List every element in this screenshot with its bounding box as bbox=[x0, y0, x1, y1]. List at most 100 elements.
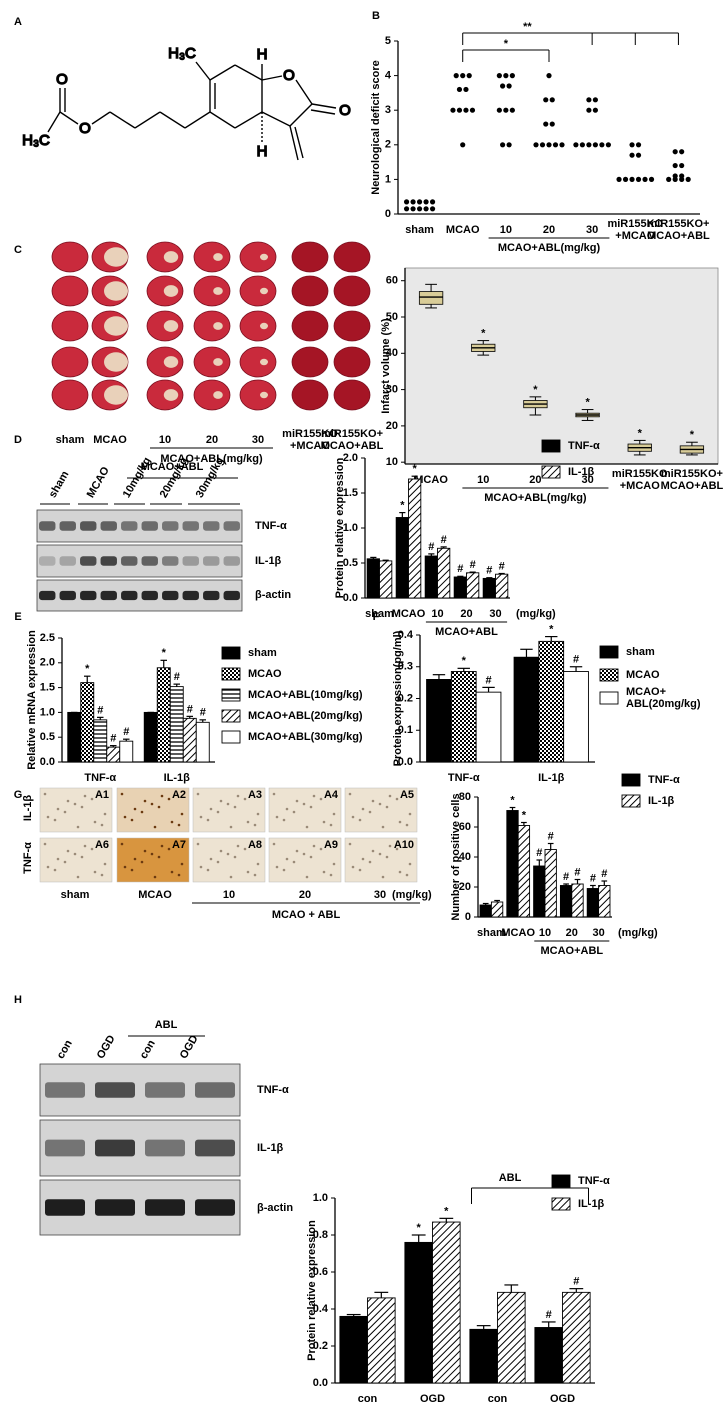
cell bbox=[196, 842, 200, 846]
brain-label: MCAO+ABL bbox=[321, 440, 384, 452]
significance-marker: * bbox=[400, 500, 405, 512]
cell bbox=[103, 862, 107, 866]
blot-band bbox=[223, 521, 240, 531]
dot bbox=[456, 86, 463, 93]
y-tick-label: 0 bbox=[385, 208, 391, 220]
lane-label: MCAO bbox=[85, 464, 112, 499]
bar bbox=[450, 671, 477, 763]
cell bbox=[395, 847, 399, 851]
bar bbox=[424, 555, 438, 599]
bar bbox=[538, 640, 565, 763]
bar bbox=[466, 572, 480, 599]
bar bbox=[366, 558, 380, 599]
cell bbox=[229, 875, 233, 879]
cell bbox=[246, 820, 250, 824]
cell bbox=[226, 852, 230, 856]
significance-marker: # bbox=[200, 707, 206, 719]
x-tick-label: MCAO bbox=[414, 474, 448, 486]
dot bbox=[503, 107, 509, 113]
cell bbox=[199, 815, 203, 819]
blot-band bbox=[203, 556, 220, 566]
lane-label: con bbox=[138, 1038, 158, 1061]
x-tick-label: miR155KO bbox=[607, 218, 663, 230]
x-tick-label: con bbox=[488, 1393, 508, 1405]
bar bbox=[408, 478, 422, 599]
cell bbox=[130, 818, 134, 822]
cell bbox=[292, 860, 296, 864]
significance-marker: # bbox=[573, 1276, 579, 1288]
legend-swatch bbox=[599, 645, 619, 659]
y-axis-label: Number of positive cells bbox=[450, 793, 462, 920]
bond bbox=[209, 64, 236, 81]
infarct-area bbox=[163, 251, 179, 263]
cell bbox=[233, 855, 237, 859]
infarct-area bbox=[163, 285, 179, 297]
blot-band bbox=[182, 590, 199, 601]
bar bbox=[432, 1221, 461, 1384]
significance-marker: # bbox=[428, 541, 434, 553]
panel-label: F bbox=[373, 611, 380, 623]
cell bbox=[229, 825, 233, 829]
infarct-area bbox=[213, 358, 223, 366]
y-tick-label: 1.5 bbox=[343, 487, 358, 499]
bond bbox=[295, 79, 313, 105]
legend-label: MCAO+ABL(10mg/kg) bbox=[248, 689, 363, 701]
blot-band bbox=[59, 521, 76, 531]
cell bbox=[275, 815, 279, 819]
significance-marker: # bbox=[563, 871, 569, 883]
cell bbox=[368, 860, 372, 864]
column-label: 20 bbox=[299, 889, 311, 901]
blot-band bbox=[182, 556, 199, 566]
y-tick-label: 0.8 bbox=[313, 1229, 328, 1241]
cell bbox=[256, 812, 260, 816]
dot bbox=[463, 86, 469, 93]
cell bbox=[157, 855, 161, 859]
blot-band bbox=[162, 590, 179, 601]
x-tick-label: 20 bbox=[543, 224, 555, 236]
cell bbox=[133, 807, 137, 811]
brain-slice bbox=[193, 346, 231, 378]
significance-marker: # bbox=[485, 674, 491, 686]
group-label: MCAO+ABL(mg/kg) bbox=[498, 242, 601, 254]
bar bbox=[106, 746, 121, 763]
cell bbox=[348, 842, 352, 846]
infarct-area bbox=[104, 281, 128, 301]
cell bbox=[160, 844, 164, 848]
x-tick-label: 10 bbox=[477, 474, 489, 486]
dot bbox=[460, 73, 466, 79]
cell bbox=[167, 797, 171, 801]
lane-label: OGD bbox=[95, 1033, 118, 1061]
blot-band bbox=[145, 1139, 185, 1157]
significance-marker: # bbox=[573, 654, 579, 666]
dot bbox=[496, 73, 502, 79]
bar bbox=[571, 883, 584, 918]
bar bbox=[119, 740, 134, 763]
unit-label: (mg/kg) bbox=[618, 927, 658, 939]
cell bbox=[143, 849, 147, 853]
bracket-label: ABL bbox=[499, 1172, 522, 1184]
dot bbox=[506, 142, 512, 148]
cell bbox=[381, 875, 385, 879]
cell bbox=[322, 820, 326, 824]
tile-label: A5 bbox=[400, 789, 414, 801]
significance-marker: * bbox=[462, 655, 467, 667]
blot-band bbox=[59, 556, 76, 566]
brain-slice bbox=[291, 275, 329, 307]
significance-marker: # bbox=[574, 866, 580, 878]
y-tick-label: 0.0 bbox=[398, 756, 413, 768]
x-tick-label: miR155KO+ bbox=[647, 218, 709, 230]
y-tick-label: 20 bbox=[386, 420, 398, 432]
y-tick-label: 2.0 bbox=[343, 452, 358, 464]
x-tick-label: TNF-α bbox=[84, 772, 116, 784]
bar bbox=[93, 719, 108, 763]
molecule: H₃C H O O H O H₃C O bbox=[21, 44, 351, 160]
blot-row-label: IL-1β bbox=[255, 555, 282, 567]
group-label: ABL bbox=[155, 1019, 178, 1031]
cell bbox=[309, 805, 313, 809]
box bbox=[418, 291, 444, 305]
brain-slice bbox=[239, 241, 277, 273]
cell bbox=[43, 842, 47, 846]
dot bbox=[543, 121, 549, 127]
brain-slice bbox=[193, 379, 231, 411]
brain-slice bbox=[291, 310, 329, 342]
